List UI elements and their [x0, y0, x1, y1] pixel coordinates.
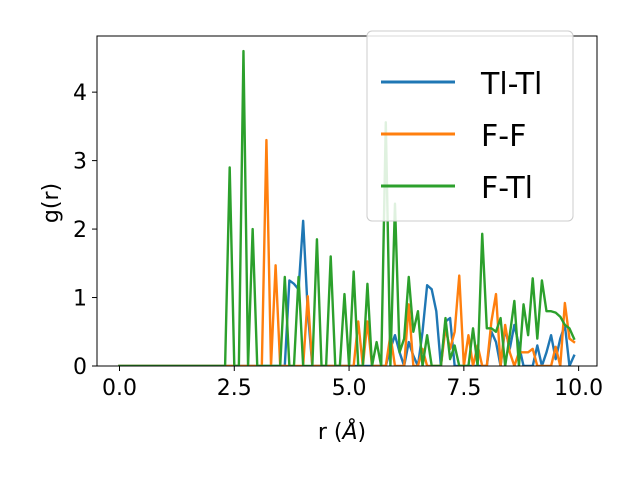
y-tick-label: 0 — [73, 355, 87, 380]
legend: Tl-Tl F-F F-Tl — [366, 30, 574, 222]
plot-lines — [118, 49, 576, 366]
axes-frame — [96, 35, 598, 367]
legend-label-tl-tl: Tl-Tl — [480, 67, 542, 102]
y-tick-label: 4 — [73, 81, 87, 106]
x-tick-label: 10.0 — [554, 376, 603, 401]
x-tick-label: 0.0 — [102, 376, 137, 401]
y-ticks: 0 1 2 3 4 — [73, 81, 97, 380]
series-line-f-tl — [118, 49, 576, 366]
y-tick-label: 3 — [73, 150, 87, 175]
x-tick-label: 7.5 — [446, 376, 481, 401]
axes — [96, 35, 598, 367]
legend-label-f-f: F-F — [481, 119, 526, 154]
x-axis-label: r (Å) — [318, 418, 366, 445]
legend-box — [366, 30, 574, 222]
y-tick-label: 2 — [73, 218, 87, 243]
x-tick-label: 5.0 — [332, 376, 367, 401]
y-tick-label: 1 — [73, 287, 87, 312]
x-tick-label: 2.5 — [217, 376, 252, 401]
x-ticks: 0.0 2.5 5.0 7.5 10.0 — [102, 366, 603, 401]
legend-label-f-tl: F-Tl — [481, 171, 533, 206]
y-axis-label: g(r) — [39, 183, 64, 223]
